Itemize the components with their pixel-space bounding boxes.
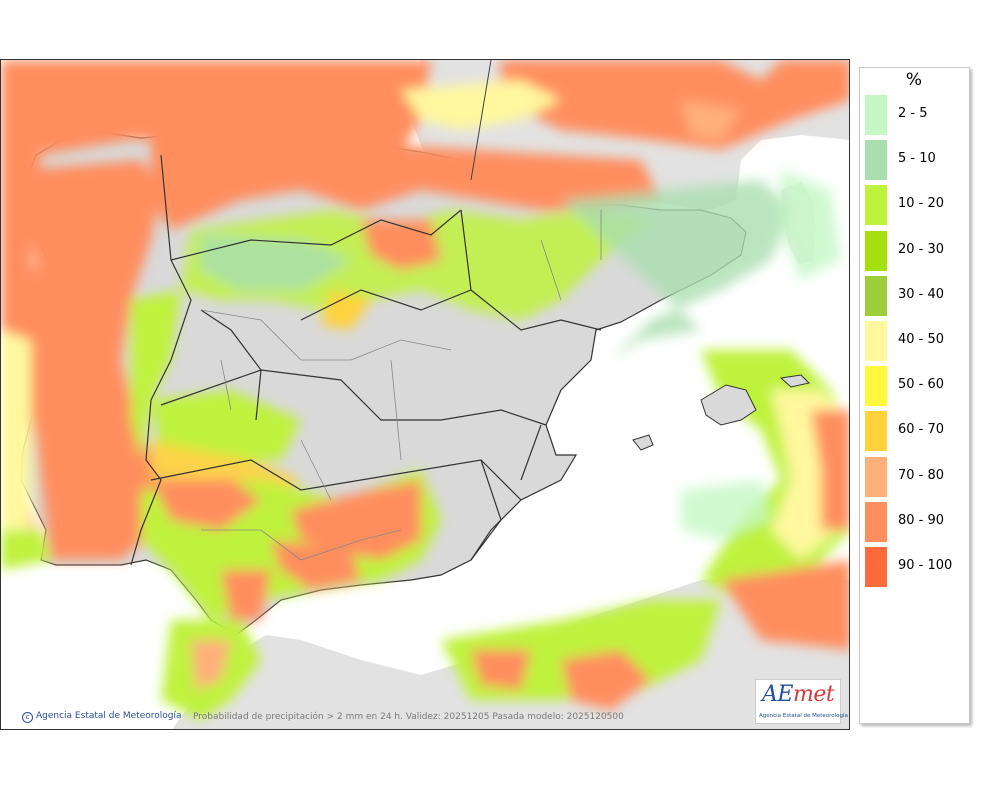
legend-label: 50 - 60 <box>898 377 945 393</box>
legend-swatch <box>865 95 887 135</box>
legend-label: 20 - 30 <box>898 241 945 257</box>
legend-swatch <box>865 366 887 407</box>
precip-field <box>1 60 849 720</box>
legend-swatch <box>865 230 887 271</box>
legend-swatch <box>865 456 887 497</box>
legend-label: 80 - 90 <box>898 512 945 528</box>
legend-label: 60 - 70 <box>898 422 945 438</box>
legend-item: 90 - 100 <box>863 547 967 587</box>
logo-wordmark: AEmet <box>762 682 835 707</box>
france-border <box>470 60 492 181</box>
credit-label: Agencia Estatal de Meteorología <box>36 711 182 721</box>
menorca-land <box>779 374 810 388</box>
map-caption: Probabilidad de precipitación > 2 mm en … <box>193 712 624 722</box>
legend-item: 80 - 90 <box>863 501 967 542</box>
legend-swatch <box>865 140 887 181</box>
legend-label: 2 - 5 <box>898 106 928 121</box>
legend-swatch <box>865 411 887 452</box>
region-borders <box>130 154 602 566</box>
legend-item: 2 - 5 <box>863 95 967 135</box>
legend-swatch <box>865 321 887 361</box>
credit-text: c Agencia Estatal de Meteorología <box>22 711 182 723</box>
legend-label: 30 - 40 <box>898 286 945 302</box>
legend-title: % <box>905 70 923 90</box>
legend-item: 10 - 20 <box>863 185 967 226</box>
legend-swatch <box>865 501 887 542</box>
precipitation-map <box>0 59 850 730</box>
ibiza-land <box>632 434 654 451</box>
legend-swatch <box>865 547 887 587</box>
legend-label: 10 - 20 <box>898 196 945 212</box>
legend-item: 60 - 70 <box>863 411 967 452</box>
legend-label: 90 - 100 <box>898 558 953 573</box>
legend-item: 40 - 50 <box>863 321 967 361</box>
aemet-logo: AEmet Agencia Estatal de Meteorología <box>755 679 848 724</box>
legend-item: 70 - 80 <box>863 456 967 497</box>
mallorca-land <box>700 384 757 426</box>
map-canvas <box>1 60 849 729</box>
legend-swatch <box>865 275 887 316</box>
legend-label: 40 - 50 <box>898 332 945 347</box>
legend: % 2 - 5 5 - 10 10 - 20 20 - 30 30 - 40 40 - 5… <box>859 67 970 724</box>
province-borders <box>200 210 602 561</box>
legend-label: 70 - 80 <box>898 467 945 483</box>
legend-label: 5 - 10 <box>898 151 936 167</box>
logo-subtitle: Agencia Estatal de Meteorología <box>759 713 848 719</box>
legend-swatch <box>865 185 887 226</box>
legend-item: 5 - 10 <box>863 140 967 181</box>
legend-item: 30 - 40 <box>863 275 967 316</box>
copyright-icon: c <box>22 712 33 723</box>
legend-item: 20 - 30 <box>863 230 967 271</box>
legend-item: 50 - 60 <box>863 366 967 407</box>
